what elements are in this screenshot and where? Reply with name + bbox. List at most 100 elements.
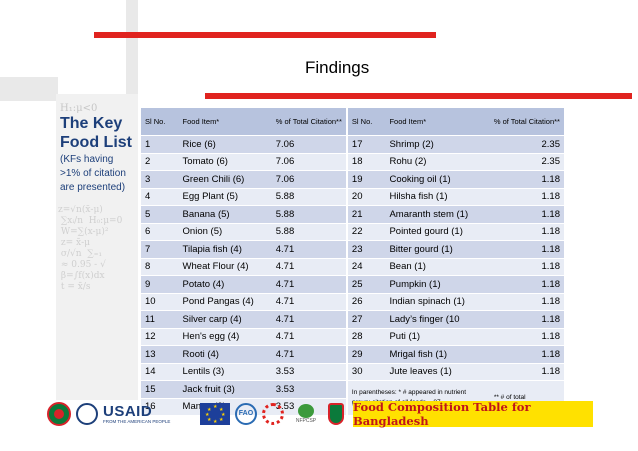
nfpcsp-logo: NFPCSP — [289, 402, 323, 426]
cell-food-item: Pointed gourd (1) — [385, 223, 490, 241]
cell-sl-no: 13 — [141, 345, 179, 364]
table-row: 10 Pond Pangas (4) 4.71 26 Indian spinach (1… — [141, 293, 564, 311]
header-sl-no-2: Sl No. — [345, 108, 386, 136]
table-row: 9 Potato (4) 4.71 25 Pumpkin (1) 1.18 — [141, 275, 564, 294]
cell-pct-citation: 1.18 — [489, 258, 564, 276]
table-row: 7 Tilapia fish (4) 4.71 23 Bitter gourd (1) 1… — [141, 240, 564, 259]
cell-sl-no: 25 — [345, 275, 386, 294]
footer-logos: USAID FROM THE AMERICAN PEOPLE ★ ★ ★ ★ ★ ★ ★ ★ … — [47, 400, 593, 428]
decor-vertical-bar — [126, 0, 138, 94]
side-panel-background — [56, 94, 138, 400]
cell-pct-citation: 1.18 — [489, 275, 564, 294]
cell-sl-no: 20 — [345, 188, 386, 206]
cell-pct-citation: 1.18 — [489, 310, 564, 329]
table-row: 4 Egg Plant (5) 5.88 20 Hilsha fish (1) 1.18 — [141, 188, 564, 206]
header-sl-no: Sl No. — [141, 108, 179, 136]
table-row: 12 Hen's egg (4) 4.71 28 Puti (1) 1.18 — [141, 328, 564, 346]
cell-pct-citation: 7.06 — [271, 135, 347, 154]
cell-pct-citation: 1.18 — [489, 293, 564, 311]
cell-pct-citation: 2.35 — [489, 153, 564, 171]
cell-food-item: Egg Plant (5) — [178, 188, 272, 206]
cell-sl-no: 12 — [141, 328, 179, 346]
cell-sl-no: 14 — [141, 363, 179, 381]
cell-pct-citation: 1.18 — [489, 240, 564, 259]
cell-food-item: Pond Pangas (4) — [178, 293, 272, 311]
cell-pct-citation: 4.71 — [271, 293, 347, 311]
math-watermark-top: H₁:μ<0 — [60, 103, 98, 114]
cell-pct-citation: 3.53 — [271, 363, 347, 381]
cell-sl-no: 29 — [345, 345, 386, 364]
cell-sl-no: 6 — [141, 223, 179, 241]
cell-food-item: Lentils (3) — [178, 363, 272, 381]
header-pct-citation: % of Total Citation** — [271, 108, 347, 136]
cell-sl-no: 26 — [345, 293, 386, 311]
table-row: 14 Lentils (3) 3.53 30 Jute leaves (1) 1.18 — [141, 363, 564, 381]
cell-food-item: Hen's egg (4) — [178, 328, 272, 346]
bangladesh-govt-seal-icon — [47, 402, 71, 426]
cell-sl-no: 18 — [345, 153, 386, 171]
cell-food-item: Bitter gourd (1) — [385, 240, 490, 259]
eu-flag-icon: ★ ★ ★ ★ ★ ★ ★ ★ — [200, 402, 230, 426]
cell-pct-citation: 1.18 — [489, 328, 564, 346]
cell-pct-citation: 7.06 — [271, 153, 347, 171]
cell-food-item: Tilapia fish (4) — [178, 240, 272, 259]
fct-banner: Food Composition Table for Bangladesh — [353, 400, 593, 428]
slide-title: Findings — [305, 58, 370, 77]
table-row: 3 Green Chili (6) 7.06 19 Cooking oil (1) 1.1… — [141, 170, 564, 189]
cell-sl-no: 8 — [141, 258, 179, 276]
cell-food-item: Puti (1) — [385, 328, 490, 346]
cell-food-item: Onion (5) — [178, 223, 272, 241]
header-food-item-2: Food Item* — [385, 108, 490, 136]
cell-food-item: Potato (4) — [178, 275, 272, 294]
cell-food-item: Jute leaves (1) — [385, 363, 490, 381]
usaid-tagline: FROM THE AMERICAN PEOPLE — [103, 418, 171, 424]
cell-pct-citation: 7.06 — [271, 170, 347, 189]
decor-horizontal-bar — [0, 77, 58, 101]
cell-food-item: Pumpkin (1) — [385, 275, 490, 294]
cell-sl-no: 22 — [345, 223, 386, 241]
cell-food-item: Rohu (2) — [385, 153, 490, 171]
cell-food-item: Jack fruit (3) — [178, 380, 272, 399]
table-row: 2 Tomato (6) 7.06 18 Rohu (2) 2.35 — [141, 153, 564, 171]
cell-sl-no: 5 — [141, 205, 179, 224]
cell-food-item: Shrimp (2) — [385, 135, 490, 154]
usaid-label: USAID — [103, 402, 153, 420]
cell-pct-citation: 4.71 — [271, 240, 347, 259]
cell-pct-citation: 1.18 — [489, 345, 564, 364]
cell-sl-no: 19 — [345, 170, 386, 189]
cell-sl-no: 17 — [345, 135, 386, 154]
side-heading: The Key Food List — [60, 115, 132, 151]
cell-sl-no: 27 — [345, 310, 386, 329]
cell-sl-no: 15 — [141, 380, 179, 399]
cell-sl-no: 16 — [141, 398, 179, 416]
cell-sl-no: 30 — [345, 363, 386, 381]
cell-pct-citation: 4.71 — [271, 345, 347, 364]
cell-food-item: Silver carp (4) — [178, 310, 272, 329]
cell-food-item: Bean (1) — [385, 258, 490, 276]
cell-pct-citation: 1.18 — [489, 170, 564, 189]
math-watermark: z=√n(x̄-μ) ∑xᵢ/n H₀:μ=0 W=∑(x-μ)² z= x̄-… — [58, 205, 123, 292]
cell-sl-no: 2 — [141, 153, 179, 171]
cell-pct-citation: 4.71 — [271, 328, 347, 346]
header-food-item: Food Item* — [178, 108, 272, 136]
cell-pct-citation: 2.35 — [489, 135, 564, 154]
table-header-row: Sl No. Food Item* % of Total Citation** … — [141, 108, 564, 136]
side-subtext: (KFs having >1% of citation are presente… — [60, 154, 126, 193]
cell-pct-citation: 5.88 — [271, 223, 347, 241]
cell-pct-citation: 3.53 — [271, 380, 347, 399]
cell-food-item: Rice (6) — [178, 135, 272, 154]
cell-pct-citation: 4.71 — [271, 310, 347, 329]
cell-sl-no: 1 — [141, 135, 179, 154]
title-underline-bar — [205, 93, 632, 99]
cell-pct-citation: 5.88 — [271, 188, 347, 206]
wheel-emblem-icon — [262, 402, 284, 426]
us-seal-icon — [76, 402, 98, 426]
university-shield-icon — [328, 402, 344, 426]
nfpcsp-label: NFPCSP — [295, 418, 317, 424]
cell-pct-citation: 1.18 — [489, 363, 564, 381]
fao-logo: FAO — [235, 402, 257, 426]
usaid-logo: USAID FROM THE AMERICAN PEOPLE — [103, 402, 195, 426]
table-row: 5 Banana (5) 5.88 21 Amaranth stem (1) 1.18 — [141, 205, 564, 224]
cell-food-item: Mrigal fish (1) — [385, 345, 490, 364]
cell-food-item: Rooti (4) — [178, 345, 272, 364]
